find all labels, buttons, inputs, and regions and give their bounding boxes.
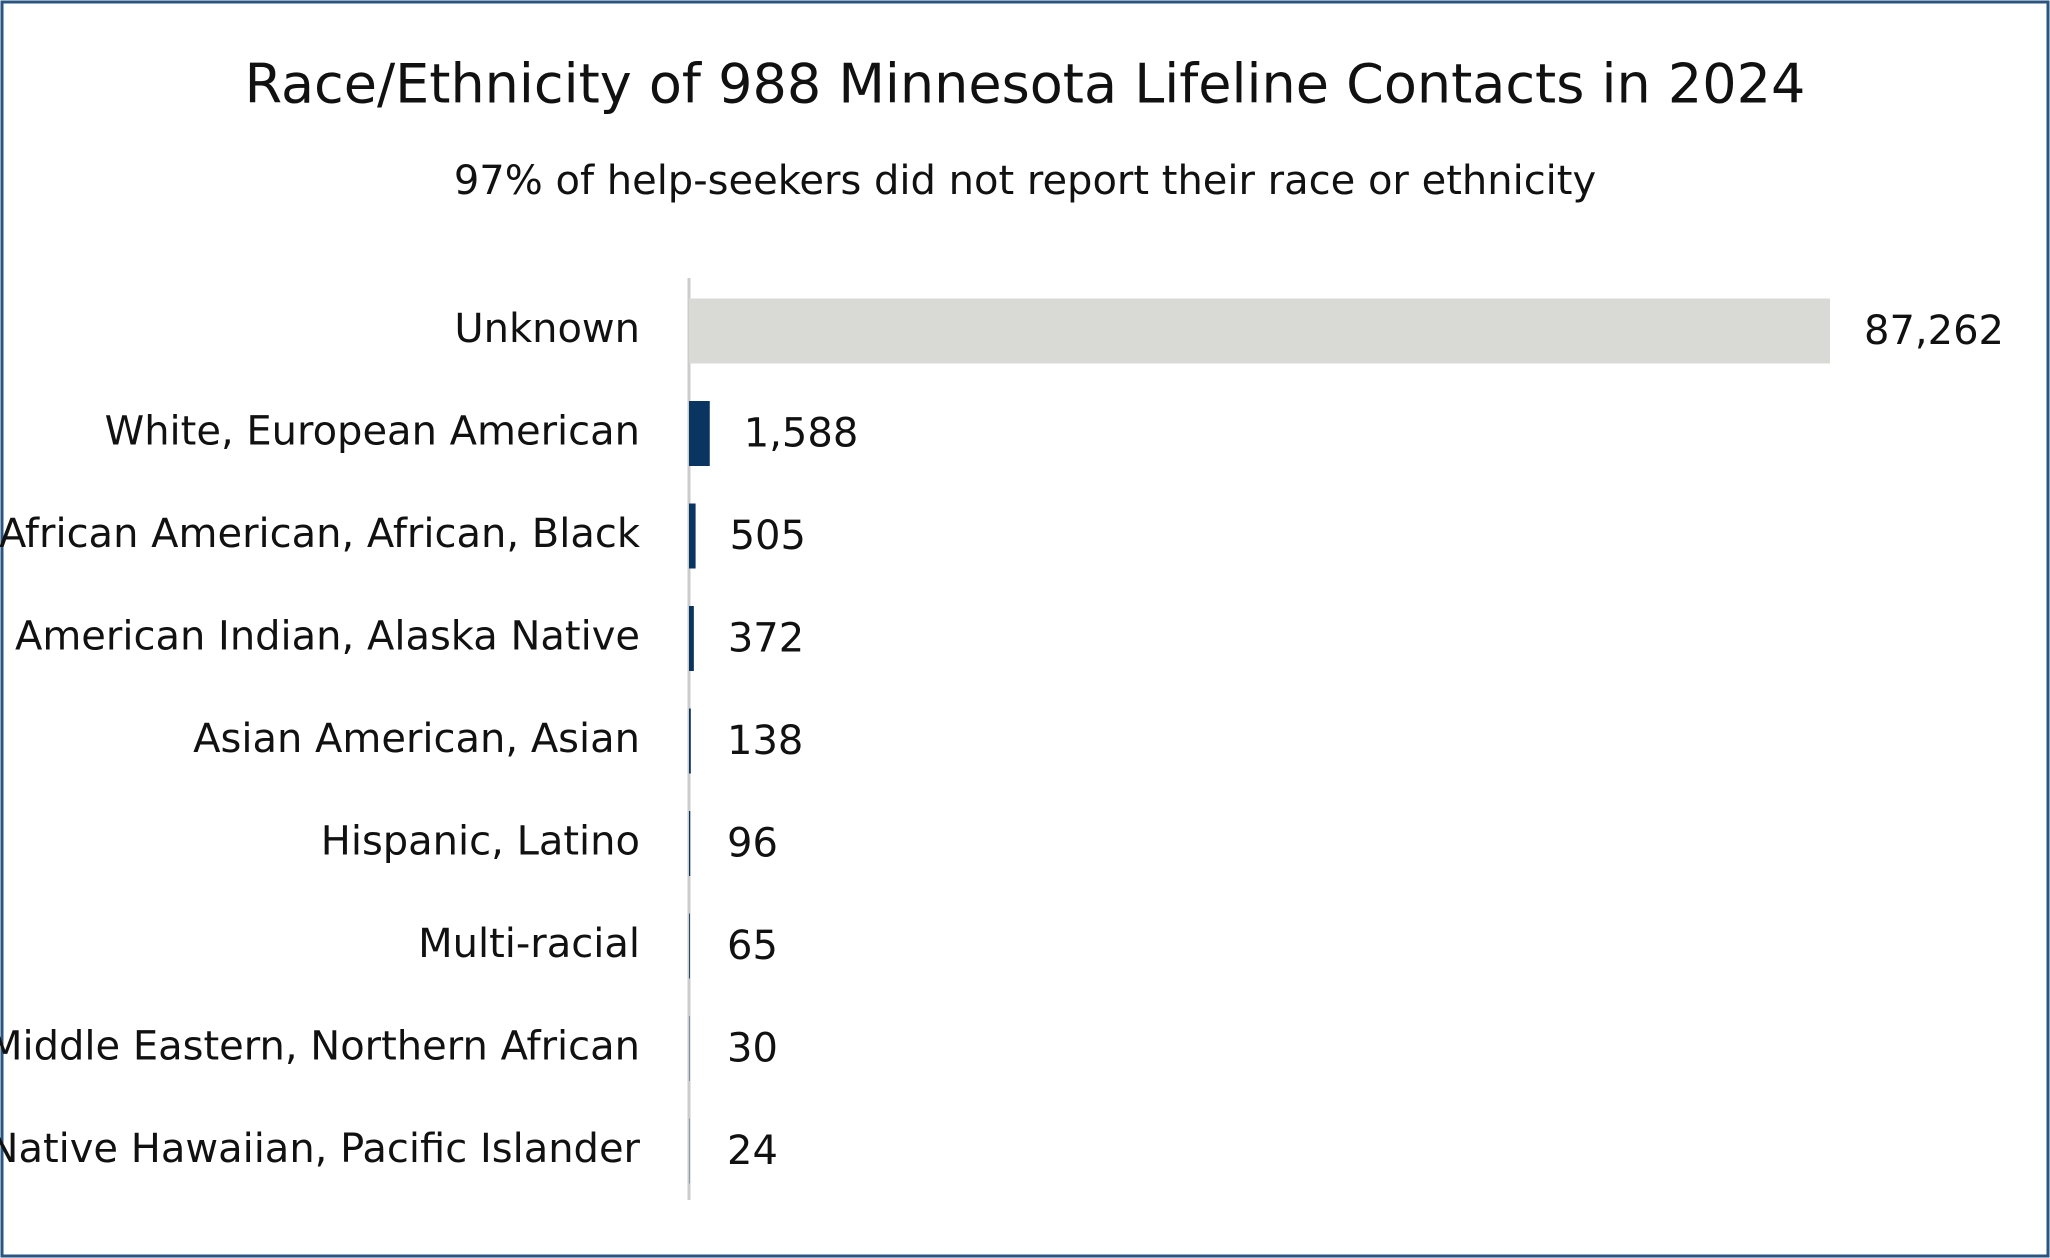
y-tick-label: Unknown bbox=[454, 306, 640, 352]
value-label: 372 bbox=[728, 616, 804, 662]
value-label: 30 bbox=[727, 1026, 778, 1072]
value-label: 505 bbox=[730, 513, 806, 559]
y-tick-label: African American, African, Black bbox=[0, 511, 641, 557]
value-label: 1,588 bbox=[744, 411, 859, 457]
bar bbox=[689, 503, 696, 569]
y-tick-label: Native Hawaiian, Pacific Islander bbox=[0, 1126, 641, 1172]
y-tick-label: Asian American, Asian bbox=[193, 716, 640, 762]
y-tick-label: Multi-racial bbox=[418, 921, 640, 967]
bar bbox=[689, 708, 691, 774]
bar bbox=[689, 298, 1830, 364]
bar bbox=[689, 401, 710, 466]
value-label: 24 bbox=[727, 1128, 778, 1174]
bar bbox=[689, 913, 690, 979]
chart-title: Race/Ethnicity of 988 Minnesota Lifeline… bbox=[245, 53, 1806, 116]
value-label: 65 bbox=[727, 923, 778, 969]
chart-subtitle: 97% of help-seekers did not report their… bbox=[454, 158, 1596, 204]
bar bbox=[689, 811, 691, 876]
y-tick-label: White, European American bbox=[105, 409, 640, 455]
y-tick-label: Middle Eastern, Northern African bbox=[0, 1024, 640, 1070]
value-label: 138 bbox=[727, 718, 803, 764]
value-label: 87,262 bbox=[1864, 308, 2004, 354]
bar bbox=[689, 606, 694, 671]
y-tick-label: Hispanic, Latino bbox=[321, 819, 640, 865]
value-label: 96 bbox=[727, 821, 778, 867]
y-tick-label: American Indian, Alaska Native bbox=[15, 614, 640, 660]
